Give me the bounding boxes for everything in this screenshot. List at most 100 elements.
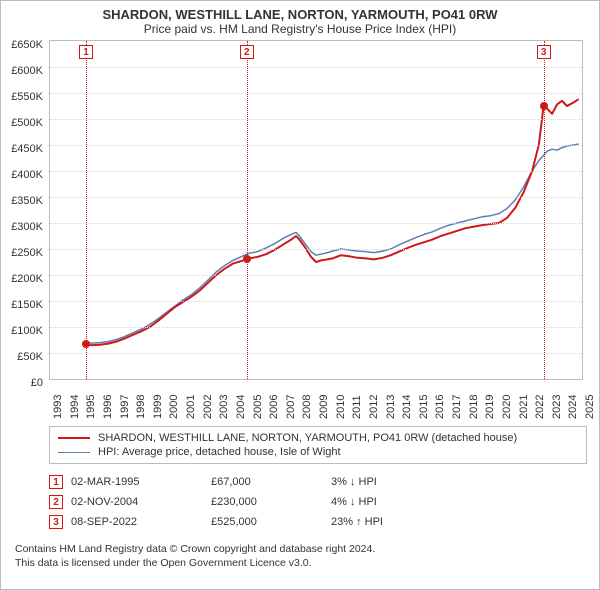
sales-table: 1 02-MAR-1995£67,0003% ↓ HPI 2 02-NOV-2004£… [49, 472, 587, 532]
y-tick-label: £0 [31, 377, 43, 389]
legend-label: SHARDON, WESTHILL LANE, NORTON, YARMOUTH… [98, 432, 517, 444]
footer-line-2: This data is licensed under the Open Gov… [15, 556, 587, 570]
gridline-horizontal [50, 67, 582, 68]
y-tick-label: £400K [11, 169, 43, 181]
gridline-horizontal [50, 223, 582, 224]
footer-line-1: Contains HM Land Registry data © Crown c… [15, 542, 587, 556]
gridline-horizontal [50, 197, 582, 198]
legend-item: HPI: Average price, detached house, Isle… [58, 445, 578, 459]
x-tick-label: 1998 [135, 395, 147, 419]
legend-swatch [58, 437, 90, 439]
sale-row: 2 02-NOV-2004£230,0004% ↓ HPI [49, 492, 587, 512]
sale-marker-box: 1 [79, 45, 93, 59]
y-tick-label: £50K [17, 351, 43, 363]
series-hpi-line [86, 144, 579, 343]
y-tick-label: £550K [11, 91, 43, 103]
x-tick-label: 2006 [268, 395, 280, 419]
y-tick-label: £150K [11, 299, 43, 311]
sale-date: 08-SEP-2022 [71, 516, 211, 528]
figure-container: SHARDON, WESTHILL LANE, NORTON, YARMOUTH… [0, 0, 600, 590]
sale-marker-dot [82, 340, 90, 348]
gridline-horizontal [50, 353, 582, 354]
sale-row-marker: 3 [49, 515, 63, 529]
x-tick-label: 2018 [468, 395, 480, 419]
x-axis-labels: 1993199419951996199719981999200020012002… [49, 385, 583, 425]
x-tick-label: 2013 [385, 395, 397, 419]
x-tick-label: 2004 [235, 395, 247, 419]
x-tick-label: 2020 [501, 395, 513, 419]
x-tick-label: 2009 [318, 395, 330, 419]
sale-marker-vline [544, 41, 545, 379]
y-tick-label: £450K [11, 143, 43, 155]
sale-price: £67,000 [211, 476, 331, 488]
gridline-horizontal [50, 145, 582, 146]
x-tick-label: 1995 [85, 395, 97, 419]
sale-row-marker: 1 [49, 475, 63, 489]
x-tick-label: 1999 [152, 395, 164, 419]
y-tick-label: £100K [11, 325, 43, 337]
legend-swatch [58, 452, 90, 453]
x-tick-label: 2022 [534, 395, 546, 419]
gridline-horizontal [50, 93, 582, 94]
x-tick-label: 1997 [119, 395, 131, 419]
sale-price: £230,000 [211, 496, 331, 508]
x-tick-label: 2005 [252, 395, 264, 419]
x-tick-label: 2021 [518, 395, 530, 419]
x-tick-label: 2010 [335, 395, 347, 419]
gridline-horizontal [50, 301, 582, 302]
x-tick-label: 2012 [368, 395, 380, 419]
chart-lines-svg [50, 41, 582, 379]
sale-marker-vline [247, 41, 248, 379]
sale-marker-dot [243, 255, 251, 263]
x-tick-label: 2000 [168, 395, 180, 419]
sale-diff-vs-hpi: 3% ↓ HPI [331, 476, 471, 488]
gridline-horizontal [50, 119, 582, 120]
chart-subtitle: Price paid vs. HM Land Registry's House … [1, 22, 599, 40]
x-tick-label: 2015 [418, 395, 430, 419]
gridline-horizontal [50, 275, 582, 276]
x-tick-label: 2007 [285, 395, 297, 419]
legend-item: SHARDON, WESTHILL LANE, NORTON, YARMOUTH… [58, 431, 578, 445]
legend-label: HPI: Average price, detached house, Isle… [98, 446, 341, 458]
x-tick-label: 2014 [401, 395, 413, 419]
gridline-horizontal [50, 171, 582, 172]
y-tick-label: £300K [11, 221, 43, 233]
x-tick-label: 1993 [52, 395, 64, 419]
x-tick-label: 2024 [567, 395, 579, 419]
sale-marker-box: 3 [537, 45, 551, 59]
y-tick-label: £350K [11, 195, 43, 207]
x-tick-label: 1994 [69, 395, 81, 419]
chart-title-address: SHARDON, WESTHILL LANE, NORTON, YARMOUTH… [1, 1, 599, 22]
sale-marker-dot [540, 102, 548, 110]
sale-diff-vs-hpi: 4% ↓ HPI [331, 496, 471, 508]
gridline-horizontal [50, 327, 582, 328]
x-tick-label: 2008 [301, 395, 313, 419]
y-tick-label: £500K [11, 117, 43, 129]
y-tick-label: £600K [11, 65, 43, 77]
sale-marker-box: 2 [240, 45, 254, 59]
sale-row: 3 08-SEP-2022£525,00023% ↑ HPI [49, 512, 587, 532]
y-axis-labels: £0£50K£100K£150K£200K£250K£300K£350K£400… [1, 45, 47, 385]
attribution-footer: Contains HM Land Registry data © Crown c… [15, 542, 587, 570]
x-tick-label: 1996 [102, 395, 114, 419]
sale-date: 02-MAR-1995 [71, 476, 211, 488]
x-tick-label: 2016 [434, 395, 446, 419]
x-tick-label: 2023 [551, 395, 563, 419]
sale-row-marker: 2 [49, 495, 63, 509]
sale-row: 1 02-MAR-1995£67,0003% ↓ HPI [49, 472, 587, 492]
x-tick-label: 2002 [202, 395, 214, 419]
x-tick-label: 2017 [451, 395, 463, 419]
x-tick-label: 2019 [484, 395, 496, 419]
chart-legend: SHARDON, WESTHILL LANE, NORTON, YARMOUTH… [49, 426, 587, 464]
chart-plot-area: 1 2 3 [49, 40, 583, 380]
y-tick-label: £200K [11, 273, 43, 285]
x-tick-label: 2011 [351, 395, 363, 419]
sale-price: £525,000 [211, 516, 331, 528]
y-tick-label: £250K [11, 247, 43, 259]
gridline-horizontal [50, 249, 582, 250]
x-tick-label: 2003 [218, 395, 230, 419]
sale-marker-vline [86, 41, 87, 379]
sale-diff-vs-hpi: 23% ↑ HPI [331, 516, 471, 528]
sale-date: 02-NOV-2004 [71, 496, 211, 508]
x-tick-label: 2025 [584, 395, 596, 419]
